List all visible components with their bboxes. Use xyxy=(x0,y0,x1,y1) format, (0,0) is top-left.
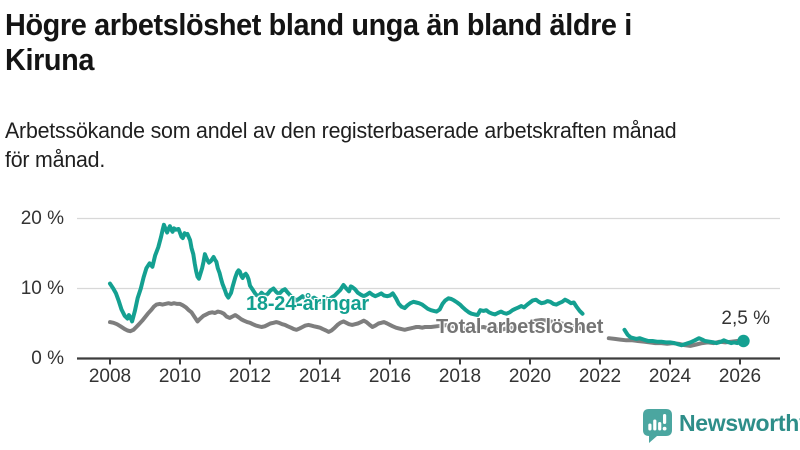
y-tick-label: 20 % xyxy=(20,207,64,229)
bar-chart-speech-bubble-icon xyxy=(643,409,672,443)
x-tick-label: 2012 xyxy=(228,366,272,387)
x-tick-label: 2014 xyxy=(298,366,342,387)
x-tick-label: 2010 xyxy=(158,366,202,387)
page-title-line1: Högre arbetslöshet bland unga än bland ä… xyxy=(5,7,632,42)
chart-subtitle-line1: Arbetssökande som andel av den registerb… xyxy=(5,118,677,143)
chart-subtitle-line2: för månad. xyxy=(5,147,106,172)
series-label-total: Total arbetslöshet xyxy=(436,316,604,338)
x-tick-label: 2016 xyxy=(368,366,412,387)
newsworthy-logo: Newsworthy xyxy=(643,409,800,444)
y-tick-label: 10 % xyxy=(20,277,64,299)
x-tick-label: 2008 xyxy=(88,366,132,387)
series-label-youth: 18-24-åringar xyxy=(246,293,370,315)
page-title-line2: Kiruna xyxy=(5,42,95,77)
x-tick-label: 2020 xyxy=(508,366,552,387)
x-tick-label: 2026 xyxy=(718,366,762,387)
page-title: Högre arbetslöshet bland unga än bland ä… xyxy=(5,7,800,77)
x-tick-label: 2018 xyxy=(438,366,482,387)
logo-wordmark: Newsworthy xyxy=(679,410,800,436)
end-value-annotation: 2,5 % xyxy=(721,308,770,329)
x-tick-label: 2024 xyxy=(648,366,692,387)
x-tick-label: 2022 xyxy=(578,366,622,387)
chart-subtitle: Arbetssökande som andel av den registerb… xyxy=(5,116,800,174)
y-tick-label: 0 % xyxy=(31,347,64,369)
